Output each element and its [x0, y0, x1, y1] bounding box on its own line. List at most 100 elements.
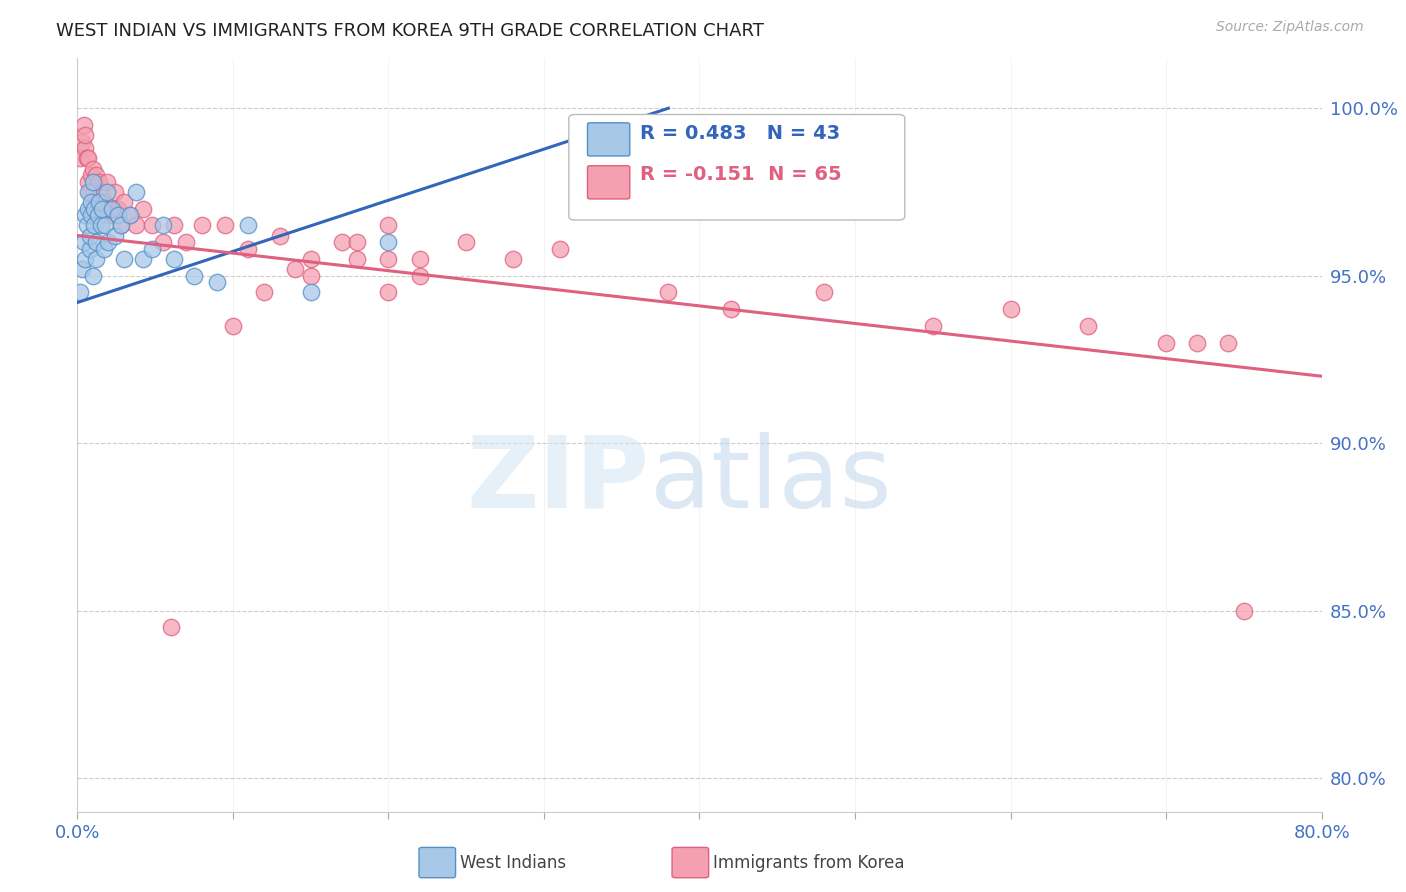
Point: [657, 285, 679, 300]
FancyBboxPatch shape: [588, 123, 630, 156]
Point: [107, 202, 129, 216]
Point: [75, 252, 97, 266]
Point: [408, 252, 430, 266]
Point: [104, 228, 127, 243]
Point: [238, 219, 260, 233]
Point: [82, 202, 104, 216]
Point: [84, 252, 107, 266]
Point: [72, 235, 94, 250]
Point: [214, 219, 236, 233]
Point: [94, 219, 117, 233]
Point: [91, 202, 114, 216]
Point: [152, 235, 174, 250]
Point: [377, 235, 399, 250]
Point: [191, 219, 214, 233]
Point: [183, 268, 205, 283]
Point: [77, 175, 100, 189]
Point: [1187, 335, 1209, 350]
Point: [152, 219, 174, 233]
Point: [69, 285, 91, 300]
Point: [299, 252, 322, 266]
Point: [77, 185, 100, 199]
Point: [72, 118, 94, 132]
Point: [125, 219, 148, 233]
Point: [83, 202, 105, 216]
Point: [120, 209, 142, 223]
Point: [1218, 335, 1240, 350]
FancyBboxPatch shape: [588, 166, 630, 199]
Point: [70, 135, 93, 149]
Point: [94, 194, 117, 209]
Point: [253, 285, 276, 300]
Point: [174, 235, 197, 250]
Point: [87, 175, 110, 189]
Point: [125, 185, 148, 199]
Point: [299, 268, 322, 283]
Point: [86, 194, 108, 209]
Point: [75, 128, 97, 142]
Point: [79, 185, 101, 199]
Point: [97, 202, 120, 216]
Point: [548, 242, 571, 256]
Point: [83, 219, 105, 233]
Point: [141, 242, 163, 256]
Point: [720, 302, 742, 317]
Point: [141, 219, 163, 233]
Point: [96, 175, 118, 189]
Point: [100, 202, 122, 216]
Point: [284, 262, 307, 277]
Point: [76, 152, 98, 166]
Point: [97, 235, 120, 250]
Point: [93, 209, 115, 223]
Point: [76, 219, 98, 233]
Point: [408, 268, 430, 283]
Point: [657, 118, 679, 132]
Point: [90, 202, 112, 216]
Point: [163, 219, 186, 233]
Point: [79, 228, 101, 243]
Point: [75, 141, 97, 155]
Point: [269, 228, 291, 243]
Point: [1233, 604, 1256, 618]
Point: [91, 185, 114, 199]
Point: [104, 185, 127, 199]
Point: [90, 219, 112, 233]
Text: WEST INDIAN VS IMMIGRANTS FROM KOREA 9TH GRADE CORRELATION CHART: WEST INDIAN VS IMMIGRANTS FROM KOREA 9TH…: [56, 22, 763, 40]
Point: [79, 242, 101, 256]
Point: [80, 194, 103, 209]
Point: [813, 285, 835, 300]
Point: [93, 242, 115, 256]
Point: [502, 252, 524, 266]
Text: Immigrants from Korea: Immigrants from Korea: [713, 854, 904, 871]
Point: [82, 175, 104, 189]
Text: atlas: atlas: [650, 432, 891, 529]
Point: [1000, 302, 1022, 317]
Point: [1077, 318, 1099, 333]
Point: [377, 252, 399, 266]
Point: [456, 235, 478, 250]
Point: [83, 185, 105, 199]
Point: [120, 209, 142, 223]
Point: [84, 235, 107, 250]
Text: R = 0.483   N = 43: R = 0.483 N = 43: [640, 124, 839, 143]
Point: [163, 252, 186, 266]
Point: [100, 209, 122, 223]
Point: [377, 219, 399, 233]
Point: [82, 268, 104, 283]
Point: [80, 209, 103, 223]
Point: [110, 219, 132, 233]
Point: [1154, 335, 1177, 350]
Text: ZIP: ZIP: [467, 432, 650, 529]
FancyBboxPatch shape: [569, 114, 905, 220]
Point: [107, 209, 129, 223]
Point: [299, 285, 322, 300]
Point: [70, 262, 93, 277]
Point: [346, 252, 368, 266]
Point: [330, 235, 353, 250]
Point: [131, 252, 153, 266]
Point: [87, 194, 110, 209]
Point: [69, 152, 91, 166]
Point: [207, 276, 229, 290]
Point: [112, 194, 135, 209]
Point: [112, 252, 135, 266]
